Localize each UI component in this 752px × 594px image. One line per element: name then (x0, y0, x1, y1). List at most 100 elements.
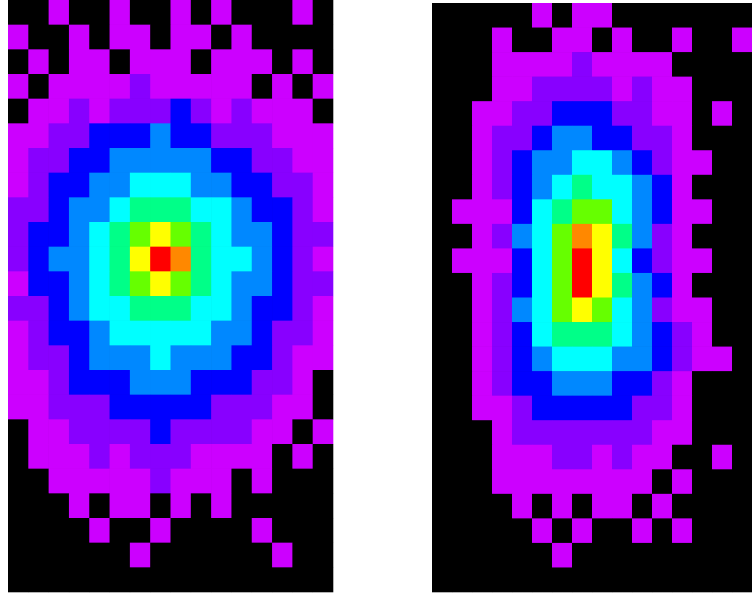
heatmap-cell (292, 98, 313, 124)
heatmap-cell (692, 420, 713, 446)
heatmap-cell (652, 420, 673, 446)
heatmap-cell (89, 542, 110, 568)
heatmap-cell (532, 297, 553, 323)
heatmap-cell (89, 419, 110, 445)
heatmap-cell (68, 468, 90, 494)
heatmap-cell (592, 542, 613, 568)
heatmap-cell (251, 24, 273, 50)
heatmap-cell (231, 518, 253, 543)
heatmap-cell (28, 320, 49, 346)
heatmap-cell (109, 296, 131, 321)
heatmap-cell (190, 123, 212, 149)
heatmap-cell (452, 174, 473, 200)
heatmap-cell (692, 542, 713, 568)
heatmap-cell (732, 101, 752, 127)
heatmap-cell (732, 493, 752, 519)
heatmap-cell (672, 3, 693, 28)
heatmap-cell (692, 101, 713, 127)
heatmap-cell (150, 468, 171, 494)
heatmap-cell (251, 148, 273, 173)
heatmap-cell (472, 174, 493, 200)
heatmap-cell (211, 493, 232, 519)
heatmap-cell (68, 345, 90, 371)
heatmap-cell (68, 444, 90, 469)
heatmap-cell (532, 542, 553, 568)
heatmap-cell (109, 123, 131, 149)
heatmap-cell (652, 199, 673, 225)
heatmap-cell (28, 518, 49, 543)
heatmap-cell (552, 297, 573, 323)
heatmap-cell (109, 370, 131, 395)
heatmap-cell (612, 150, 633, 176)
heatmap-cell (312, 49, 334, 75)
heatmap-cell (712, 27, 733, 53)
heatmap-cell (592, 174, 613, 200)
heatmap-cell (672, 469, 693, 495)
heatmap-cell (732, 420, 752, 446)
heatmap-cell (512, 199, 533, 225)
heatmap-cell (48, 246, 70, 272)
heatmap-cell (492, 223, 513, 249)
heatmap-cell (48, 419, 70, 445)
heatmap-cell (8, 0, 29, 25)
heatmap-cell (712, 150, 733, 176)
heatmap-cell (452, 518, 473, 544)
heatmap-cell (612, 272, 633, 298)
heatmap-cell (672, 27, 693, 53)
heatmap-cell (512, 297, 533, 323)
heatmap-cell (712, 567, 733, 593)
heatmap-cell (190, 468, 212, 494)
heatmap-cell (612, 444, 633, 470)
heatmap-cell (89, 123, 110, 149)
heatmap-cell (8, 24, 29, 50)
heatmap-cell (592, 248, 613, 274)
heatmap-cell (452, 469, 473, 495)
heatmap-cell (592, 125, 613, 151)
heatmap-cell (732, 76, 752, 102)
heatmap-cell (432, 27, 453, 53)
heatmap-cell (692, 469, 713, 495)
heatmap-cell (190, 271, 212, 297)
heatmap-cell (672, 395, 693, 421)
heatmap-cell (292, 49, 313, 75)
heatmap-cell (292, 222, 313, 247)
heatmap-cell (312, 246, 334, 272)
heatmap-cell (732, 346, 752, 372)
heatmap-cell (272, 0, 293, 25)
heatmap-cell (251, 296, 273, 321)
heatmap-cell (592, 469, 613, 495)
heatmap-cell (272, 24, 293, 50)
heatmap-cell (68, 394, 90, 420)
heatmap-cell (48, 370, 70, 395)
heatmap-cell (190, 0, 212, 25)
heatmap-cell (129, 24, 151, 50)
heatmap-cell (28, 246, 49, 272)
heatmap-cell (632, 125, 653, 151)
heatmap-cell (452, 125, 473, 151)
heatmap-cell (312, 394, 334, 420)
heatmap-cell (190, 74, 212, 99)
heatmap-cell (632, 272, 653, 298)
heatmap-cell (231, 419, 253, 445)
heatmap-cell (170, 444, 192, 469)
heatmap-cell (552, 469, 573, 495)
heatmap-cell (572, 27, 593, 53)
heatmap-cell (170, 0, 192, 25)
heatmap-cell (312, 0, 334, 25)
heatmap-cell (48, 394, 70, 420)
heatmap-cell (652, 469, 673, 495)
heatmap-cell (272, 320, 293, 346)
heatmap-cell (712, 248, 733, 274)
heatmap-cell (452, 52, 473, 77)
heatmap-cell (452, 346, 473, 372)
heatmap-cell (452, 444, 473, 470)
heatmap-cell (231, 567, 253, 593)
heatmap-cell (612, 27, 633, 53)
heatmap-cell (512, 469, 533, 495)
heatmap-cell (512, 444, 533, 470)
heatmap-cell (312, 542, 334, 568)
heatmap-cell (8, 296, 29, 321)
heatmap-cell (632, 248, 653, 274)
heatmap-cell (552, 567, 573, 593)
heatmap-cell (532, 223, 553, 249)
